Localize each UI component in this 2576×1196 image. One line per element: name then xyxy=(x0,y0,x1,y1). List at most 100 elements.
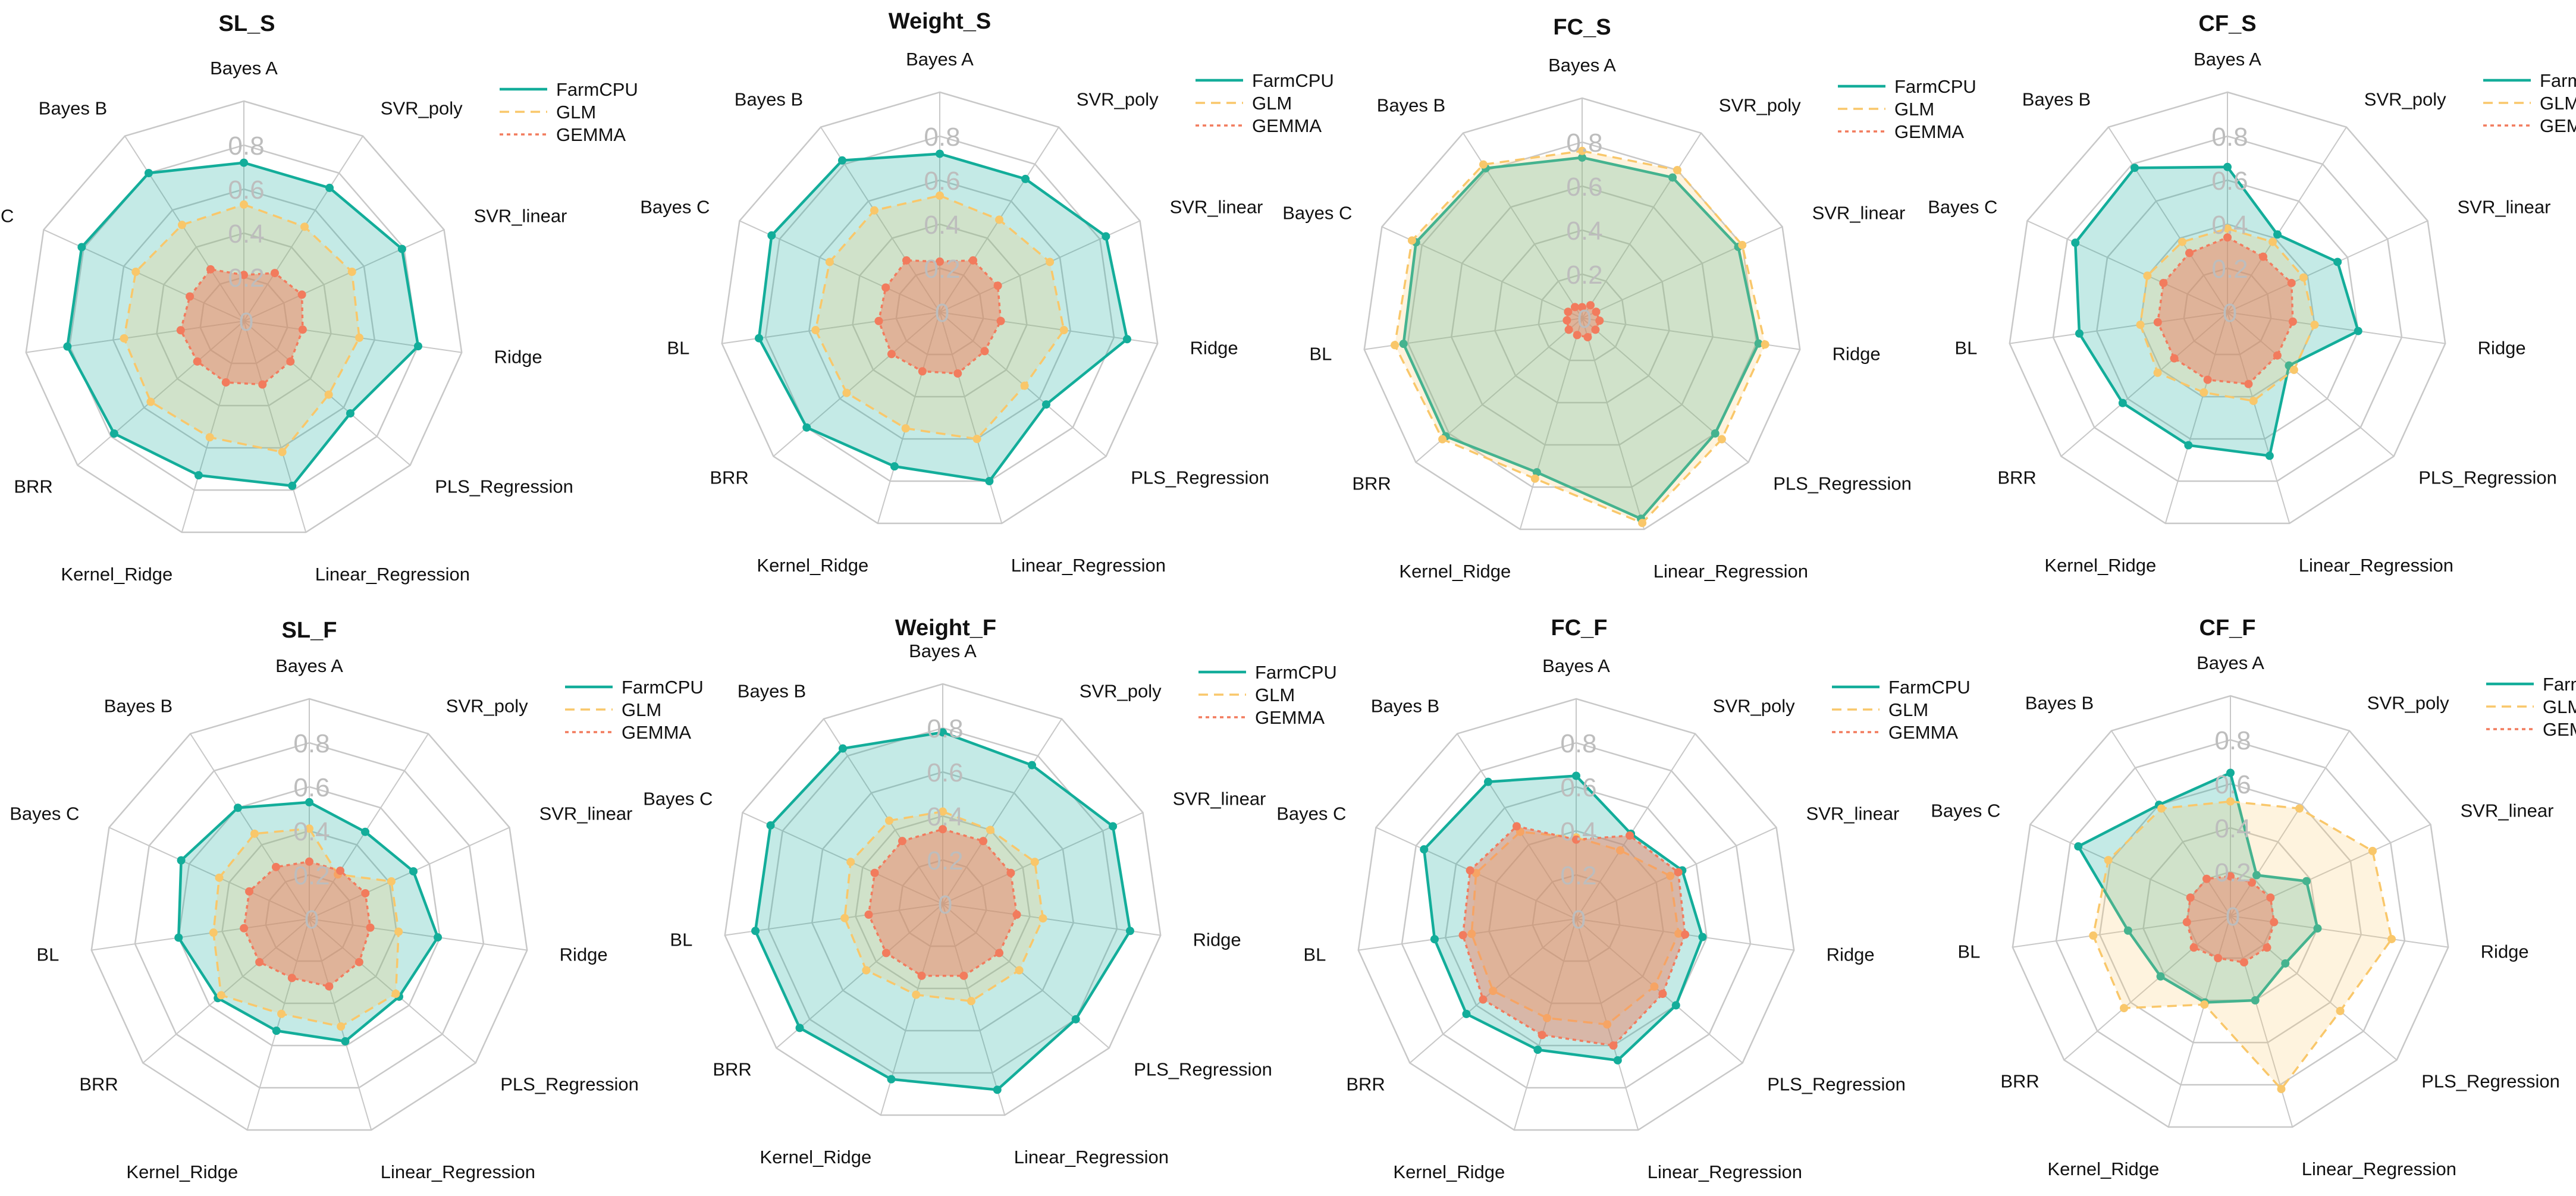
data-point-farmcpu-ridge xyxy=(2313,924,2322,933)
data-point-gemma-bayes-b xyxy=(271,862,280,871)
data-point-glm-bayes-c xyxy=(846,858,855,867)
axis-label-kernel-ridge: Kernel_Ridge xyxy=(1399,561,1511,582)
data-point-farmcpu-bayes-a xyxy=(1572,771,1580,780)
axis-label-brr: BRR xyxy=(713,1059,751,1079)
data-point-glm-bayes-b xyxy=(1479,160,1488,169)
tick-label: 0.8 xyxy=(293,729,330,758)
data-point-farmcpu-ridge xyxy=(1698,933,1707,941)
data-point-gemma-ridge xyxy=(1012,910,1021,919)
series-area-glm xyxy=(843,810,1044,1003)
grid-ring xyxy=(1494,229,1670,404)
data-point-farmcpu-svr-linear xyxy=(397,244,406,253)
data-point-gemma-linear-regression xyxy=(325,982,334,991)
data-point-gemma-svr-linear xyxy=(1006,868,1015,877)
data-point-gemma-kernel-ridge xyxy=(918,367,927,376)
axis-label-svr-poly: SVR_poly xyxy=(381,98,463,118)
data-point-gemma-brr xyxy=(1564,325,1573,334)
grid-ring xyxy=(724,683,1162,1116)
tick-label: 0.6 xyxy=(2214,770,2251,799)
chart-title: SL_S xyxy=(218,11,275,36)
axis-label-pls-regression: PLS_Regression xyxy=(1767,1073,1906,1094)
chart-title: Weight_F xyxy=(895,616,996,641)
data-point-gemma-kernel-ridge xyxy=(221,378,230,387)
grid-spoke xyxy=(2227,127,2347,313)
axis-label-kernel-ridge: Kernel_Ridge xyxy=(1393,1162,1505,1182)
series-gemma xyxy=(874,256,1005,378)
data-point-farmcpu-pls-regression xyxy=(346,409,354,418)
data-point-farmcpu-ridge xyxy=(1122,335,1131,344)
tick-label: 0 xyxy=(1577,305,1592,334)
data-point-farmcpu-bl xyxy=(63,342,72,351)
radar-grid xyxy=(721,91,1159,525)
axis-label-svr-linear: SVR_linear xyxy=(1173,788,1266,809)
data-point-farmcpu-bl xyxy=(751,927,760,936)
tick-label: 0 xyxy=(239,307,253,337)
axis-label-bayes-a: Bayes A xyxy=(906,49,974,70)
radar-grid xyxy=(25,100,463,533)
grid-spoke xyxy=(942,903,1006,1116)
axis-label-svr-poly: SVR_poly xyxy=(2364,89,2446,109)
grid-spoke xyxy=(877,312,940,524)
grid-spoke xyxy=(1519,318,1583,530)
data-point-glm-ridge xyxy=(394,927,403,936)
data-point-gemma-brr xyxy=(255,958,264,966)
data-point-gemma-linear-regression xyxy=(2239,958,2248,967)
data-point-gemma-bayes-b xyxy=(1512,822,1521,831)
data-point-glm-bayes-b xyxy=(870,206,878,215)
data-point-gemma-svr-linear xyxy=(2266,893,2275,902)
data-point-glm-svr-poly xyxy=(1616,846,1625,855)
tick-label: 0.6 xyxy=(228,175,264,205)
data-point-glm-svr-linear xyxy=(387,877,396,886)
grid-spoke xyxy=(124,136,244,322)
data-point-glm-ridge xyxy=(1038,914,1047,923)
data-point-gemma-svr-linear xyxy=(1592,307,1601,316)
series-area-farmcpu xyxy=(754,731,1132,1091)
data-point-gemma-kernel-ridge xyxy=(917,971,926,980)
axis-label-brr: BRR xyxy=(79,1073,118,1094)
tick-label: 0.2 xyxy=(1560,861,1596,890)
data-point-farmcpu-ridge xyxy=(434,933,443,942)
data-point-gemma-kernel-ridge xyxy=(2203,375,2212,384)
tick-label: 0.4 xyxy=(293,817,330,846)
axis-label-bayes-b: Bayes B xyxy=(39,98,107,118)
axis-label-bayes-b: Bayes B xyxy=(104,695,172,716)
grid-spoke xyxy=(243,321,307,533)
data-point-glm-bayes-c xyxy=(131,268,140,277)
data-point-gemma-bayes-b xyxy=(1570,303,1579,312)
series-farmcpu xyxy=(1399,153,1763,523)
grid-spoke xyxy=(26,321,244,353)
axis-label-svr-poly: SVR_poly xyxy=(2367,692,2449,713)
grid-spoke xyxy=(1576,733,1696,919)
data-point-gemma-bayes-a xyxy=(1578,303,1586,312)
axis-label-ridge: Ridge xyxy=(560,944,608,965)
axis-label-bayes-c: Bayes C xyxy=(1931,800,2000,821)
tick-label: 0.2 xyxy=(2211,255,2248,284)
axis-label-brr: BRR xyxy=(14,476,52,497)
data-point-glm-kernel-ridge xyxy=(1543,1013,1552,1022)
axis-label-bayes-a: Bayes A xyxy=(2194,49,2261,70)
data-point-glm-svr-linear xyxy=(2368,846,2377,855)
chart-title: FC_F xyxy=(1551,616,1608,641)
grid-spoke xyxy=(309,733,429,919)
data-point-glm-ridge xyxy=(2310,321,2319,329)
tick-label: 0.6 xyxy=(1560,773,1596,802)
series-farmcpu xyxy=(2071,162,2362,460)
grid-spoke xyxy=(2227,312,2395,457)
data-point-gemma-linear-regression xyxy=(2244,379,2253,388)
data-point-glm-bayes-a xyxy=(2223,224,2232,233)
axis-label-svr-linear: SVR_linear xyxy=(539,803,633,824)
data-point-gemma-ridge xyxy=(298,325,307,334)
grid-spoke xyxy=(43,229,244,322)
data-point-glm-linear-regression xyxy=(972,435,981,444)
data-point-gemma-ridge xyxy=(1681,930,1690,939)
axis-label-bayes-c: Bayes C xyxy=(643,788,713,809)
data-point-gemma-bl xyxy=(1562,316,1571,325)
grid-ring xyxy=(2009,91,2446,525)
tick-label: 0 xyxy=(935,299,949,328)
data-point-glm-bayes-b xyxy=(250,829,259,838)
axis-label-kernel-ridge: Kernel_Ridge xyxy=(757,555,868,576)
series-gemma xyxy=(2182,872,2279,967)
